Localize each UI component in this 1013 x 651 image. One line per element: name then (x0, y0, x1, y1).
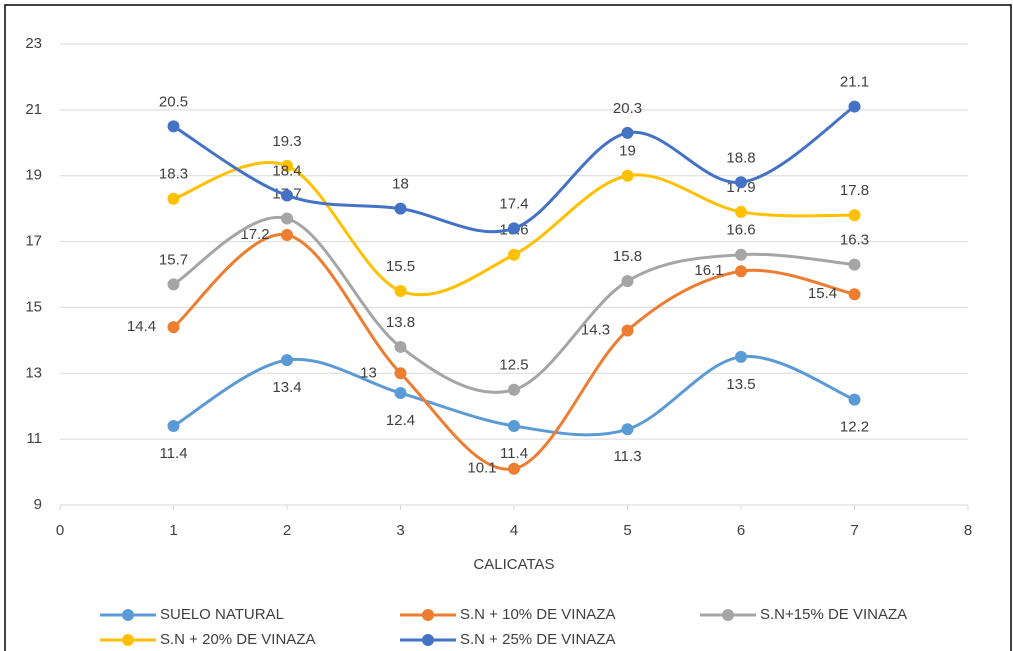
data-label: 13.4 (272, 379, 301, 396)
legend-label: S.N + 25% DE VINAZA (460, 631, 615, 648)
y-tick-label: 11 (26, 430, 42, 447)
data-label: 16.1 (694, 262, 723, 279)
data-label: 19 (619, 143, 636, 160)
y-tick-label: 21 (25, 101, 42, 118)
legend-label: S.N+15% DE VINAZA (760, 606, 907, 623)
x-tick-label: 7 (850, 522, 858, 539)
y-tick-label: 23 (25, 35, 42, 52)
data-point (848, 100, 861, 113)
legend-marker (122, 634, 134, 646)
data-label: 17.2 (240, 226, 269, 243)
data-label: 20.5 (159, 93, 188, 110)
x-tick-label: 3 (396, 522, 404, 539)
x-tick-label: 1 (169, 522, 177, 539)
data-point (167, 192, 180, 205)
y-tick-label: 13 (25, 364, 42, 381)
data-label: 12.5 (499, 357, 528, 374)
data-point (394, 367, 407, 380)
data-point (735, 265, 747, 278)
legend-label: S.N + 10% DE VINAZA (460, 606, 615, 623)
legend-marker (722, 609, 734, 621)
data-label: 13.8 (386, 314, 415, 331)
y-tick-label: 9 (34, 496, 42, 513)
data-point (508, 222, 520, 235)
data-point (621, 169, 634, 182)
data-label: 20.3 (613, 100, 642, 117)
data-label: 13 (360, 364, 377, 381)
data-label: 16.3 (840, 232, 869, 249)
data-point (848, 209, 861, 222)
data-point (621, 126, 634, 139)
data-point (848, 288, 861, 301)
data-label: 12.2 (840, 419, 869, 436)
x-tick-label: 6 (737, 522, 745, 539)
data-label: 11.4 (500, 445, 528, 462)
data-label: 14.4 (127, 318, 156, 335)
data-point (735, 176, 747, 189)
data-label: 18.8 (726, 149, 755, 166)
data-label: 18 (392, 176, 409, 193)
legend-marker (122, 609, 134, 621)
data-label: 10.1 (467, 460, 496, 477)
x-axis-label: CALICATAS (473, 556, 554, 573)
data-point (281, 212, 293, 225)
data-label: 14.3 (581, 321, 610, 338)
x-tick-label: 4 (510, 522, 518, 539)
data-point (167, 321, 180, 334)
data-point (281, 159, 293, 172)
data-point (394, 340, 407, 353)
legend-marker (422, 634, 434, 646)
x-tick-label: 5 (623, 522, 631, 539)
data-point (394, 284, 407, 297)
data-point (508, 462, 520, 475)
y-tick-label: 19 (25, 167, 42, 184)
data-point (735, 248, 747, 261)
x-tick-label: 0 (56, 522, 64, 539)
data-label: 17.4 (499, 195, 528, 212)
data-point (167, 278, 180, 291)
data-point (281, 228, 293, 241)
data-point (281, 354, 293, 367)
data-label: 21.1 (840, 74, 869, 91)
legend-label: S.N + 20% DE VINAZA (160, 631, 315, 648)
data-label: 11.3 (613, 448, 641, 465)
data-label: 11.4 (159, 445, 187, 462)
data-label: 15.4 (808, 285, 837, 302)
data-point (394, 387, 407, 400)
data-point (508, 419, 520, 432)
data-point (167, 419, 180, 432)
y-tick-label: 15 (25, 298, 42, 315)
legend-label: SUELO NATURAL (160, 606, 284, 623)
data-label: 18.4 (272, 162, 301, 179)
data-point (508, 248, 520, 261)
data-point (394, 202, 407, 215)
data-label: 13.5 (726, 376, 755, 393)
data-label: 12.4 (386, 412, 415, 429)
data-point (621, 423, 634, 436)
legend-marker (422, 609, 434, 621)
x-tick-label: 2 (283, 522, 291, 539)
data-label: 19.3 (272, 133, 301, 150)
data-label: 15.5 (386, 258, 415, 275)
data-point (621, 324, 634, 337)
y-tick-label: 17 (25, 233, 42, 250)
data-point (621, 275, 634, 288)
data-point (848, 258, 861, 271)
data-label: 18.3 (159, 166, 188, 183)
data-point (508, 383, 520, 396)
data-point (735, 205, 747, 218)
data-label: 16.6 (726, 222, 755, 239)
data-point (735, 350, 747, 363)
data-point (281, 189, 293, 202)
data-label: 17.8 (840, 182, 869, 199)
x-tick-label: 8 (964, 522, 972, 539)
data-point (848, 393, 861, 406)
data-label: 15.8 (613, 248, 642, 265)
data-point (167, 120, 180, 133)
data-label: 15.7 (159, 251, 188, 268)
